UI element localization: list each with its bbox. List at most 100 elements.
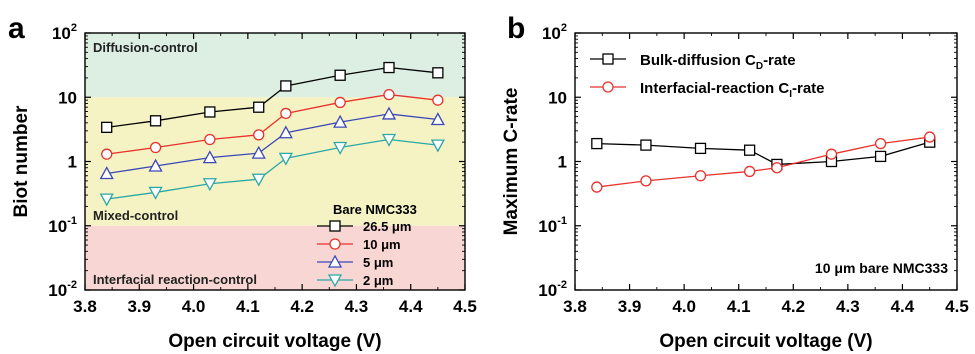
panel-letter: a [8,12,25,45]
y-axis-title: Maximum C-rate [501,88,522,236]
x-tick-label: 4.5 [453,297,477,316]
series-line [106,66,438,128]
data-point [743,144,756,156]
data-point [149,141,162,154]
data-point [640,139,652,151]
legend-marker [329,220,341,232]
region-band [85,225,465,290]
y-tick-label: 10-2 [538,279,567,300]
y-tick-exp: 2 [71,22,77,34]
data-point [825,148,838,160]
series-1 [591,131,936,193]
legend-label: Interfacial-reaction CI-rate [640,80,825,100]
data-point [99,193,114,207]
legend-label-suffix: -rate [763,52,796,69]
data-point [771,162,783,174]
y-tick-base: 1 [558,153,567,172]
x-tick-label: 4.1 [236,297,260,316]
x-tick-label: 3.9 [618,297,642,316]
legend-marker [329,238,341,250]
y-tick-exp: -1 [67,215,77,227]
data-point [383,61,395,74]
plot-frame [574,32,958,291]
y-tick-label: 102 [542,22,567,43]
data-point [278,152,293,166]
data-point [383,88,395,101]
data-point [874,137,887,150]
data-point [278,125,293,139]
legend-title: Bare NMC333 [333,202,417,217]
region-band [85,33,465,98]
data-point [251,173,266,187]
y-tick-label: 10-1 [538,215,567,236]
data-point [280,80,292,92]
y-tick-base: 10 [538,217,557,236]
data-point [204,106,216,118]
x-tick-label: 4.2 [290,297,314,316]
data-point [694,142,707,155]
y-tick-base: 1 [68,153,77,172]
y-tick-base: 10 [538,281,557,300]
y-tick-label: 1 [558,153,567,172]
data-point [334,96,346,109]
x-tick-label: 4.5 [945,297,969,316]
data-point [333,114,348,128]
y-tick-exp: -1 [557,215,567,227]
chart-panel-a: Diffusion-control Mixed-control Interfacia… [8,12,477,352]
region-label: Diffusion-control [93,40,198,55]
series-3 [99,133,445,207]
legend-label: Bulk-diffusion CD-rate [640,52,796,72]
series-2 [99,106,445,180]
legend-label: 2 μm [363,273,393,288]
y-tick-label: 102 [52,22,77,43]
x-tick-label: 4.0 [672,297,696,316]
data-point [591,137,603,150]
data-point [148,158,163,172]
data-point [694,170,707,182]
data-point [204,133,216,146]
series-line [106,93,438,155]
y-tick-label: 10 [548,88,567,107]
series-line [596,141,930,166]
y-tick-base: 10 [58,88,77,107]
legend-marker [327,274,343,288]
region-band [85,97,465,226]
legend-label: 26.5 μm [363,219,411,234]
legend-label-main: Interfacial-reaction C [640,80,789,97]
data-point [280,107,292,120]
data-point [333,141,348,155]
data-point [381,106,397,120]
y-tick-exp: -2 [67,279,77,291]
x-axis-title: Open circuit voltage (V) [659,331,872,352]
legend-marker [602,53,614,65]
legend-label: 5 μm [363,255,393,270]
x-tick-label: 4.3 [836,297,860,316]
data-point [202,178,217,192]
x-tick-label: 4.2 [781,297,805,316]
annotation-text: 10 μm bare NMC333 [815,260,948,276]
y-tick-label: 10-1 [48,215,77,236]
series-line [106,113,438,175]
data-point [253,101,265,113]
legend-label-suffix: -rate [792,80,825,97]
y-tick-label: 1 [68,153,77,172]
legend-label-sub: D [756,61,763,72]
data-point [148,186,163,200]
data-point [251,145,266,159]
y-tick-base: 10 [542,24,561,43]
y-tick-exp: 2 [561,22,567,34]
region-label: Interfacial reaction-control [93,272,257,287]
legend-label: 10 μm [363,237,401,252]
data-point [430,139,445,153]
series-line [596,136,930,188]
data-point [924,131,936,143]
data-point [640,175,652,187]
data-point [874,150,887,163]
region-label: Mixed-control [93,208,178,223]
x-tick-label: 3.8 [563,297,587,316]
data-point [101,148,113,160]
data-point [149,115,162,127]
y-tick-label: 10-2 [48,279,77,300]
y-tick-base: 10 [548,88,567,107]
